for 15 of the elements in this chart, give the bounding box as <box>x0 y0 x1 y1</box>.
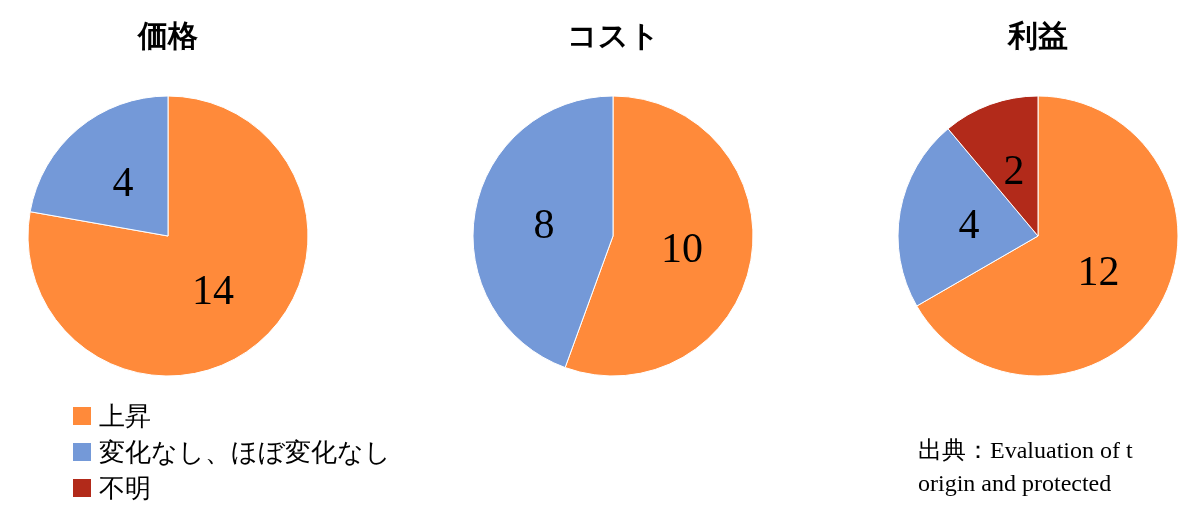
chart-title: コスト <box>566 18 660 53</box>
data-label: 10 <box>660 225 703 272</box>
data-label: 12 <box>1077 248 1120 294</box>
data-label: 14 <box>192 266 234 313</box>
legend-label: 変化なし、ほぼ変化なし <box>99 437 391 467</box>
text: origin and protected <box>918 470 1112 496</box>
chart-title: 価格 <box>137 18 198 53</box>
legend-label: 上昇 <box>99 401 151 431</box>
chart-title: 利益 <box>1007 18 1068 53</box>
source-note: 出典：Evaluation of t <box>918 437 1133 463</box>
data-label: 4 <box>958 200 980 247</box>
legend-label: 不明 <box>99 473 151 503</box>
data-label: 2 <box>1003 147 1025 194</box>
data-label: 4 <box>112 159 134 206</box>
data-label: 8 <box>533 200 555 247</box>
